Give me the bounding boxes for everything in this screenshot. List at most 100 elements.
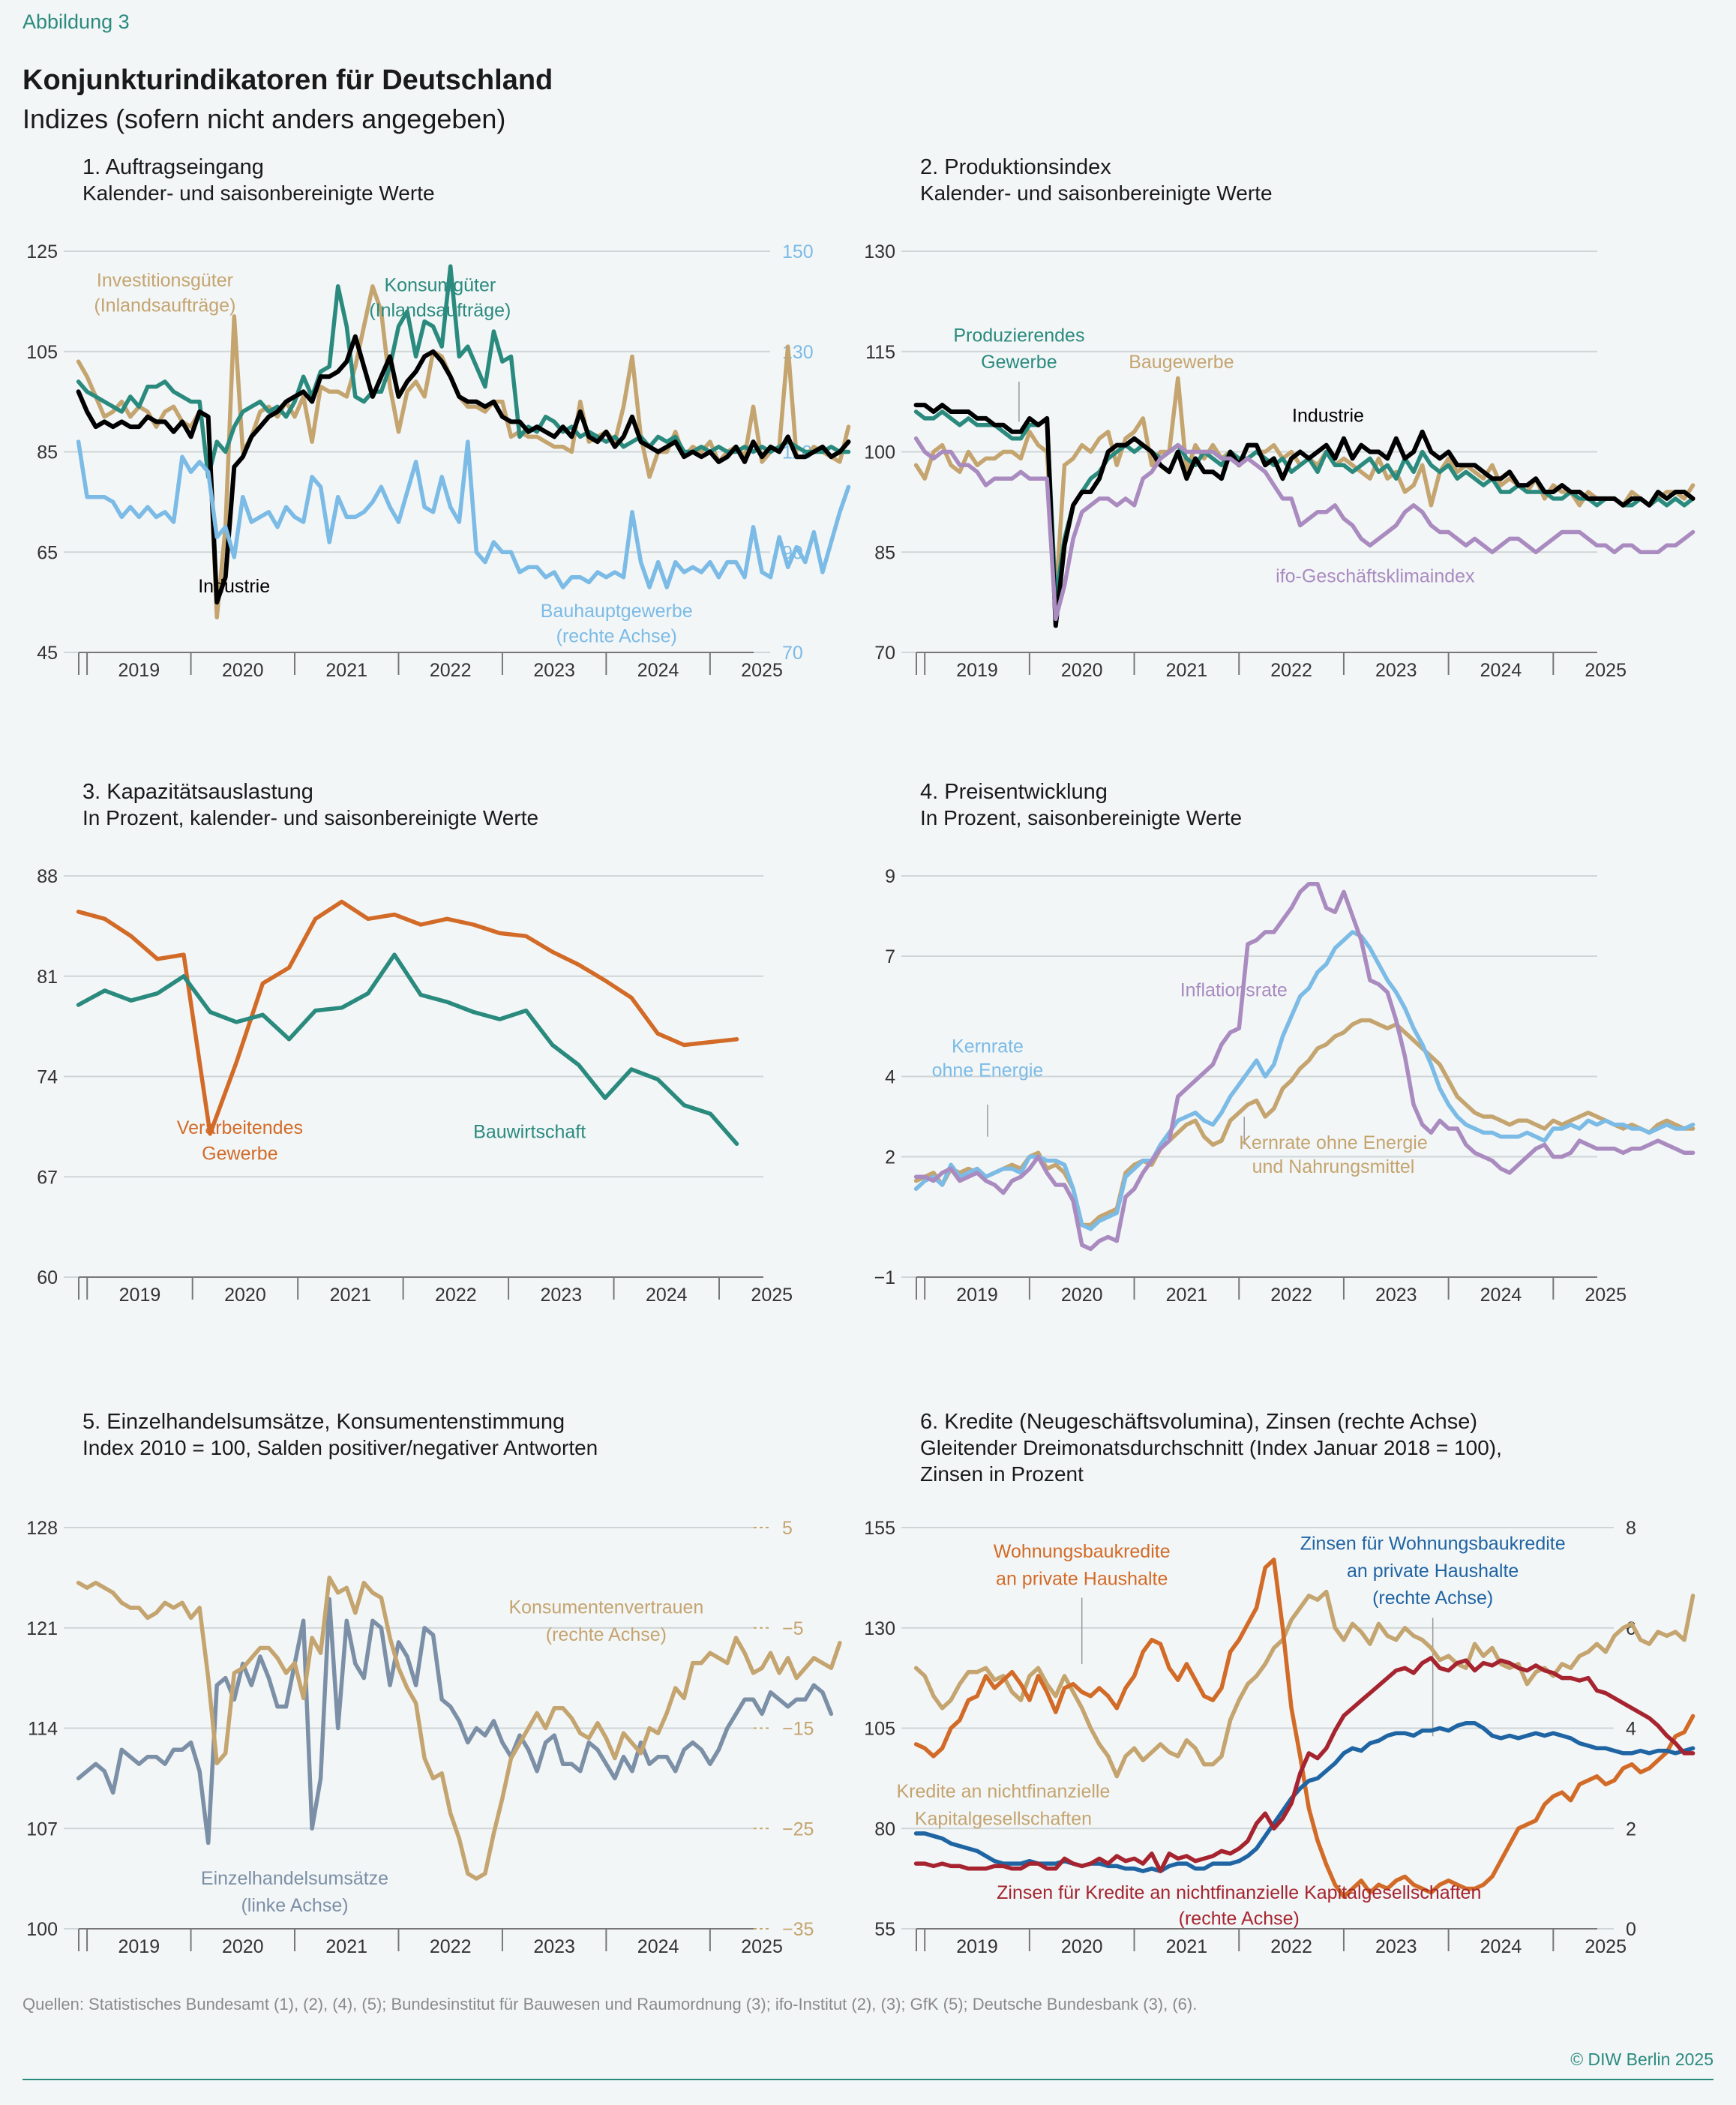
x-tick-label: 2024 <box>1480 660 1522 681</box>
chart-subtitle: In Prozent, kalender- und saisonbereinig… <box>82 806 538 829</box>
y-tick-label: 9 <box>885 866 895 887</box>
series-label: Inflationsrate <box>1180 980 1288 1001</box>
x-tick-label: 2020 <box>222 1936 264 1957</box>
x-tick-label: 2021 <box>1166 1936 1208 1957</box>
chart-subtitle: Kalender- und saisonbereinigte Werte <box>82 181 435 205</box>
y-tick-label: 65 <box>37 542 58 563</box>
chart-title: 3. Kapazitätsauslastung <box>82 780 313 804</box>
y2-tick-label: 4 <box>1626 1719 1636 1740</box>
chart-title: 1. Auftragseingang <box>82 155 264 179</box>
x-tick-label: 2023 <box>1375 1936 1417 1957</box>
y2-tick-label: −35 <box>782 1919 814 1940</box>
series-label: Kernrate <box>952 1036 1024 1057</box>
y-tick-label: 4 <box>885 1067 895 1088</box>
x-tick-label: 2024 <box>1480 1936 1522 1957</box>
series-label: Industrie <box>1292 405 1364 426</box>
series-label: (rechte Achse) <box>546 1624 667 1645</box>
chart-title: 4. Preisentwicklung <box>920 780 1108 804</box>
series-label: Zinsen für Wohnungsbaukredite <box>1300 1533 1566 1554</box>
series-label: Baugewerbe <box>1129 352 1234 373</box>
x-tick-label: 2023 <box>533 1936 575 1957</box>
x-tick-label: 2019 <box>118 1936 160 1957</box>
y-tick-label: 115 <box>865 342 895 363</box>
y-tick-label: 105 <box>864 1719 895 1740</box>
x-tick-label: 2022 <box>1270 1285 1312 1306</box>
series-label: (rechte Achse) <box>1372 1588 1493 1609</box>
series-label: und Nahrungsmittel <box>1252 1156 1415 1177</box>
series-line-tan <box>913 1589 1696 1779</box>
x-tick-label: 2023 <box>1375 660 1417 681</box>
series-label: (rechte Achse) <box>1179 1909 1300 1930</box>
x-tick-label: 2019 <box>956 660 998 681</box>
figure-title: Konjunkturindikatoren für Deutschland <box>22 64 553 96</box>
y-tick-label: 67 <box>37 1167 58 1188</box>
chart-subtitle: Gleitender Dreimonatsdurchschnitt (Index… <box>920 1436 1502 1459</box>
x-tick-label: 2020 <box>1061 660 1103 681</box>
y-tick-label: 107 <box>26 1819 58 1840</box>
copyright: © DIW Berlin 2025 <box>1570 2050 1714 2069</box>
y-tick-label: 100 <box>26 1919 58 1940</box>
series-label: Wohnungsbaukredite <box>994 1541 1171 1562</box>
source-note: Quellen: Statistisches Bundesamt (1), (2… <box>22 1995 1198 2014</box>
x-tick-label: 2022 <box>435 1285 477 1306</box>
series-label: Zinsen für Kredite an nichtfinanzielle K… <box>997 1882 1481 1903</box>
chart-title: 2. Produktionsindex <box>920 155 1111 179</box>
series-line-red <box>913 1656 1696 1873</box>
chart-subtitle: Index 2010 = 100, Salden positiver/negat… <box>82 1436 598 1459</box>
y2-tick-label: −5 <box>782 1618 804 1639</box>
x-tick-label: 2025 <box>741 660 783 681</box>
series-line-black <box>913 403 1696 628</box>
y-tick-label: 128 <box>26 1518 58 1539</box>
y-tick-label: 85 <box>37 442 58 463</box>
x-tick-label: 2025 <box>751 1285 793 1306</box>
series-label: Bauwirtschaft <box>473 1122 586 1143</box>
y-tick-label: 155 <box>864 1518 895 1539</box>
series-line-teal <box>76 952 739 1147</box>
series-label: Konsumgüter <box>384 275 496 296</box>
y-tick-label: 70 <box>874 643 895 664</box>
y-tick-label: 125 <box>26 241 58 262</box>
y-tick-label: 55 <box>874 1919 895 1940</box>
x-tick-label: 2019 <box>956 1936 998 1957</box>
x-tick-label: 2021 <box>325 660 367 681</box>
y-tick-label: 105 <box>26 342 58 363</box>
series-label: Verarbeitendes <box>177 1117 303 1138</box>
figure-subtitle: Indizes (sofern nicht anders angegeben) <box>22 103 506 134</box>
x-tick-label: 2019 <box>119 1285 161 1306</box>
chart-5: 5. Einzelhandelsumsätze, Konsumentenstim… <box>26 1410 842 1957</box>
x-tick-label: 2021 <box>1166 1285 1208 1306</box>
y-tick-label: 114 <box>28 1719 58 1740</box>
chart-6: 6. Kredite (Neugeschäftsvolumina), Zinse… <box>864 1410 1696 1957</box>
chart-subtitle: In Prozent, saisonbereinigte Werte <box>920 806 1242 829</box>
y2-tick-label: −15 <box>782 1719 814 1740</box>
x-tick-label: 2021 <box>1166 660 1208 681</box>
x-tick-label: 2024 <box>646 1285 688 1306</box>
y-tick-label: 121 <box>26 1618 58 1639</box>
series-line-orange <box>76 899 739 1136</box>
x-tick-label: 2024 <box>637 660 679 681</box>
series-line-teal <box>76 264 851 479</box>
y2-tick-label: 5 <box>782 1518 793 1539</box>
y2-tick-label: 150 <box>782 241 814 262</box>
series-label: Produzierendes <box>953 325 1084 346</box>
x-tick-label: 2025 <box>1585 660 1627 681</box>
chart-title: 6. Kredite (Neugeschäftsvolumina), Zinse… <box>920 1410 1477 1434</box>
y-tick-label: 74 <box>37 1067 58 1088</box>
x-tick-label: 2023 <box>1375 1285 1417 1306</box>
x-tick-label: 2020 <box>222 660 264 681</box>
y-tick-label: 80 <box>874 1819 895 1840</box>
y-tick-label: 130 <box>864 241 895 262</box>
series-label: Einzelhandelsumsätze <box>201 1868 388 1889</box>
y2-tick-label: 0 <box>1626 1919 1636 1940</box>
chart-title: 5. Einzelhandelsumsätze, Konsumentenstim… <box>82 1410 565 1434</box>
series-line-black <box>76 334 851 605</box>
y-tick-label: 81 <box>37 967 58 988</box>
y2-tick-label: 2 <box>1626 1819 1636 1840</box>
y-tick-label: 130 <box>864 1618 895 1639</box>
series-line-tan <box>913 1018 1696 1228</box>
